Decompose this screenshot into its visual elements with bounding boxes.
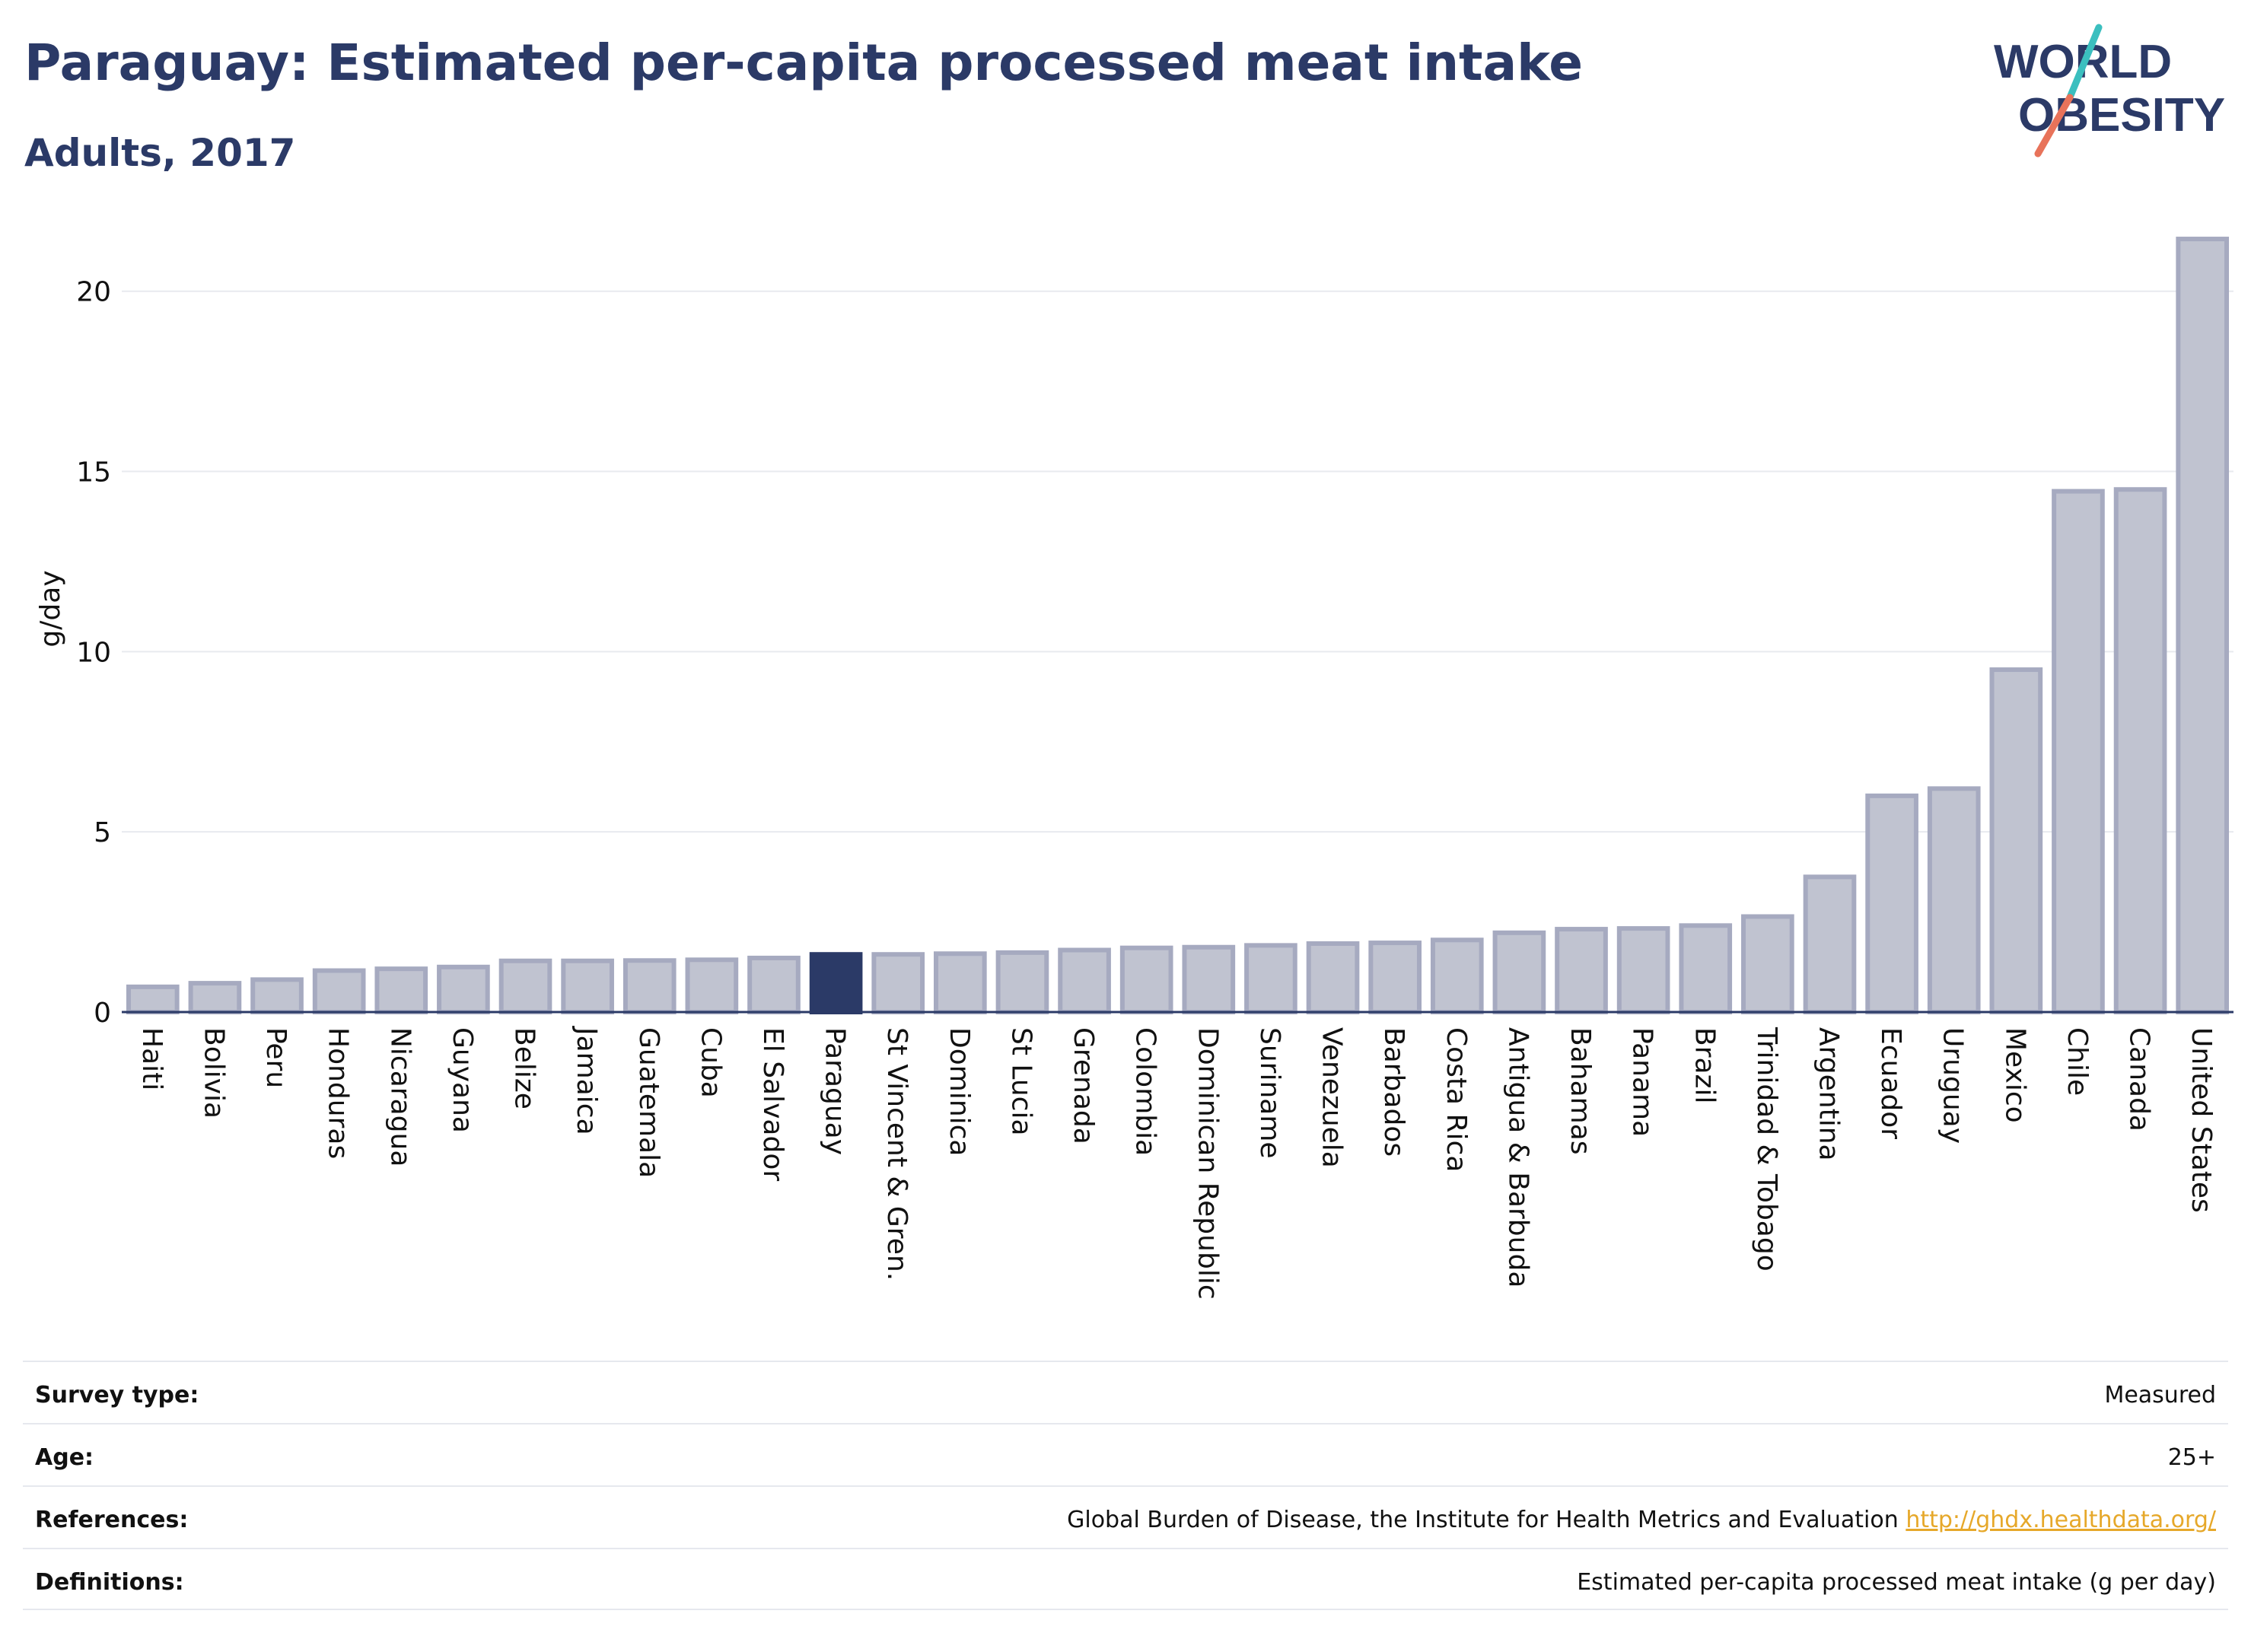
x-tick-label: Suriname <box>1254 1027 1285 1159</box>
x-tick-label: St Vincent & Gren. <box>881 1027 912 1281</box>
bar-el-salvador <box>747 955 801 1015</box>
info-row-definitions: Definitions: Estimated per-capita proces… <box>23 1548 2228 1610</box>
x-tick-label: Antigua & Barbuda <box>1502 1027 1533 1288</box>
y-tick-label: 15 <box>76 457 111 489</box>
x-tick-label: Cuba <box>695 1027 726 1098</box>
bar-argentina <box>1803 874 1857 1014</box>
chart-subtitle: Adults, 2017 <box>24 131 296 175</box>
bar-guyana <box>437 964 490 1014</box>
x-tick-label: Mexico <box>1999 1027 2030 1123</box>
bar-peru <box>250 977 304 1014</box>
chart-title: Paraguay: Estimated per-capita processed… <box>24 33 1584 92</box>
bar-barbados <box>1368 941 1422 1014</box>
bar-grenada <box>1058 947 1111 1014</box>
bar-dominican-republic <box>1182 944 1236 1015</box>
bar-dominica <box>934 951 987 1014</box>
info-table: Survey type: Measured Age: 25+ Reference… <box>23 1361 2228 1610</box>
x-tick-label: El Salvador <box>757 1027 788 1181</box>
info-row-age: Age: 25+ <box>23 1423 2228 1485</box>
bar-bolivia <box>188 981 242 1015</box>
survey-type-value: Measured <box>2104 1382 2216 1408</box>
x-tick-label: Costa Rica <box>1441 1027 1472 1172</box>
bar-mexico <box>1989 667 2043 1015</box>
bar-canada <box>2113 487 2167 1014</box>
definitions-label: Definitions: <box>35 1569 184 1596</box>
x-tick-label: Venezuela <box>1317 1027 1348 1168</box>
bar-honduras <box>312 968 366 1015</box>
bar-ecuador <box>1865 793 1918 1015</box>
x-tick-label: Canada <box>2124 1027 2155 1132</box>
x-tick-label: Guatemala <box>633 1027 664 1178</box>
x-tick-label: Haiti <box>136 1027 167 1090</box>
bar-nicaragua <box>374 966 428 1015</box>
x-tick-label: Bolivia <box>198 1027 229 1119</box>
bar-bahamas <box>1555 927 1608 1014</box>
bar-jamaica <box>561 958 614 1015</box>
bar-belize <box>498 958 552 1015</box>
age-label: Age: <box>35 1444 94 1471</box>
x-tick-label: Dominica <box>944 1027 975 1157</box>
x-tick-label: Honduras <box>323 1027 354 1159</box>
x-tick-label: Barbados <box>1378 1027 1409 1157</box>
x-tick-label: Belize <box>509 1027 540 1109</box>
info-row-references: References: Global Burden of Disease, th… <box>23 1485 2228 1548</box>
bar-paraguay <box>809 952 863 1014</box>
x-tick-label: Uruguay <box>1937 1027 1969 1144</box>
bar-trinidad-tobago <box>1741 914 1794 1014</box>
definitions-value: Estimated per-capita processed meat inta… <box>1577 1569 2216 1596</box>
references-value: Global Burden of Disease, the Institute … <box>1067 1507 2216 1533</box>
survey-type-label: Survey type: <box>35 1382 199 1408</box>
bar-costa-rica <box>1430 937 1484 1014</box>
x-tick-label: St Lucia <box>1005 1027 1036 1136</box>
references-label: References: <box>35 1507 189 1533</box>
bar-uruguay <box>1927 786 1981 1014</box>
bar-colombia <box>1119 945 1173 1015</box>
bar-st-vincent-gren- <box>871 952 925 1014</box>
y-tick-label: 20 <box>76 277 111 308</box>
x-tick-label: Argentina <box>1813 1027 1844 1161</box>
bar-guatemala <box>622 958 677 1015</box>
x-tick-label: Bahamas <box>1565 1027 1596 1155</box>
bar-st-lucia <box>995 950 1049 1014</box>
logo-slash-coral <box>2034 94 2074 158</box>
bar-brazil <box>1679 923 1733 1014</box>
x-tick-label: Dominican Republic <box>1192 1027 1223 1300</box>
references-link[interactable]: http://ghdx.healthdata.org/ <box>1906 1507 2216 1533</box>
y-axis-label: g/day <box>35 570 66 647</box>
x-tick-label: Paraguay <box>820 1027 851 1155</box>
age-value: 25+ <box>2167 1444 2216 1471</box>
x-tick-label: Trinidad & Tobago <box>1751 1027 1782 1272</box>
y-tick-label: 10 <box>76 637 111 668</box>
x-tick-label: Brazil <box>1689 1027 1720 1103</box>
x-tick-label: Colombia <box>1130 1027 1161 1156</box>
x-tick-label: Chile <box>2062 1027 2093 1096</box>
info-row-survey-type: Survey type: Measured <box>23 1361 2228 1423</box>
bar-antigua-barbuda <box>1492 930 1546 1015</box>
x-tick-label: Guyana <box>447 1027 478 1133</box>
x-tick-label: Grenada <box>1068 1027 1099 1144</box>
y-tick-label: 5 <box>94 817 111 848</box>
world-obesity-logo: WORLD OBESITY <box>1994 24 2225 158</box>
y-tick-label: 0 <box>94 998 111 1029</box>
bar-panama <box>1616 926 1670 1014</box>
bar-haiti <box>126 984 180 1015</box>
x-tick-label: Peru <box>260 1027 291 1088</box>
x-tick-label: Ecuador <box>1875 1027 1906 1139</box>
bar-chile <box>2052 489 2105 1014</box>
x-tick-label: Jamaica <box>571 1026 602 1135</box>
bar-suriname <box>1244 943 1297 1015</box>
bar-venezuela <box>1306 941 1360 1014</box>
bar-chart: 0 5 10 15 20 Haiti Bolivia Peru Honduras Nicaragu… <box>35 237 2233 1300</box>
x-tick-label: United States <box>2186 1027 2217 1213</box>
x-tick-label: Panama <box>1627 1027 1658 1137</box>
bar-cuba <box>685 957 739 1015</box>
bar-united-states <box>2176 237 2230 1014</box>
x-tick-label: Nicaragua <box>384 1027 415 1167</box>
references-text: Global Burden of Disease, the Institute … <box>1067 1507 1899 1533</box>
logo-slash-teal <box>2066 24 2103 101</box>
